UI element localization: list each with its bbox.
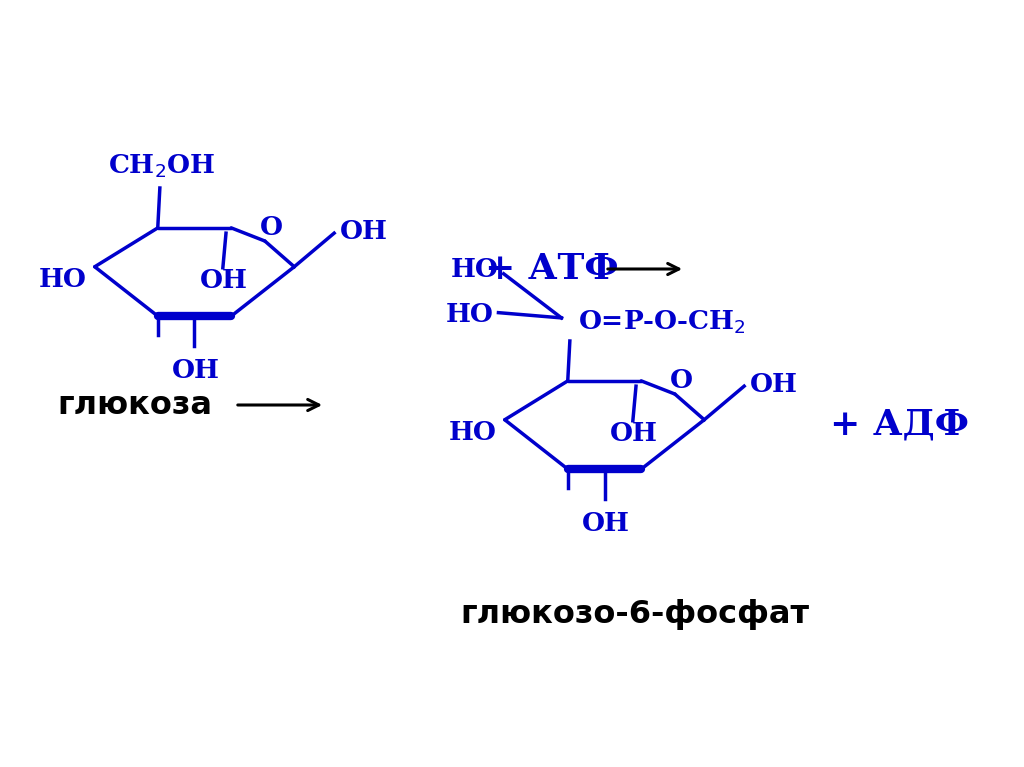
Text: HO: HO — [39, 267, 86, 292]
Text: OH: OH — [582, 511, 630, 536]
Text: O: O — [260, 215, 283, 240]
Text: + АДФ: + АДФ — [830, 408, 969, 442]
Text: HO: HO — [449, 420, 497, 445]
Text: + АТФ: + АТФ — [485, 252, 618, 286]
Text: глюкоза: глюкоза — [57, 390, 213, 420]
Text: OH: OH — [750, 371, 798, 397]
Text: O: O — [670, 368, 692, 393]
Text: OH: OH — [339, 219, 387, 244]
Text: HO: HO — [451, 257, 499, 282]
Text: CH$_2$OH: CH$_2$OH — [109, 152, 216, 179]
Text: глюкозо-6-фосфат: глюкозо-6-фосфат — [461, 600, 810, 630]
Text: OH: OH — [200, 268, 248, 293]
Text: OH: OH — [172, 358, 219, 384]
Text: OH: OH — [610, 421, 657, 446]
Text: HO: HO — [445, 302, 494, 328]
Text: O=P-O-CH$_2$: O=P-O-CH$_2$ — [579, 308, 746, 336]
